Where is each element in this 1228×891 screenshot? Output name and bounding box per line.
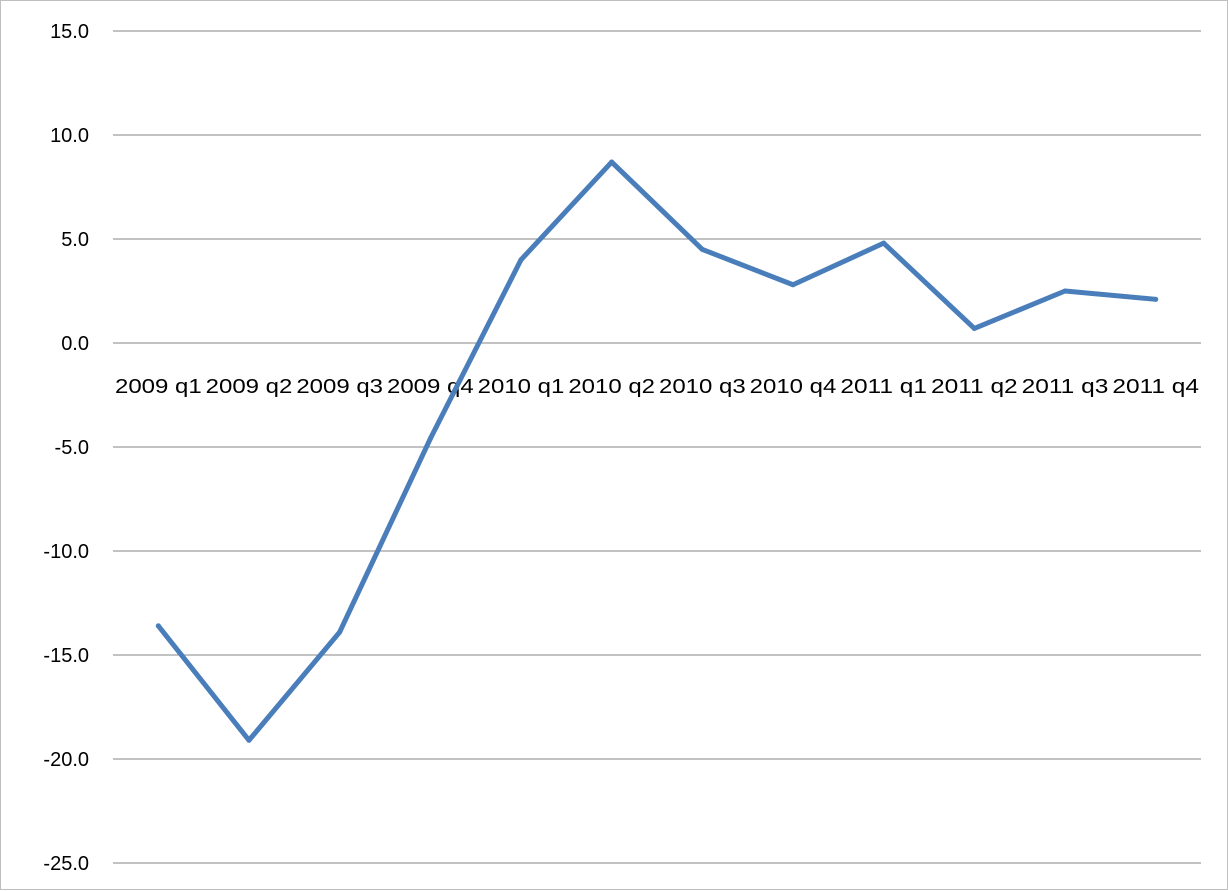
y-tick-label: 15.0 (50, 21, 89, 43)
data-point (1153, 296, 1159, 302)
y-tick-label: 10.0 (50, 125, 89, 147)
x-tick-label: 2010 q2 (568, 376, 655, 398)
series-lines (155, 159, 1159, 743)
x-tick-label: 2011 q3 (1022, 376, 1109, 398)
x-tick-label: 2009 q3 (296, 376, 383, 398)
y-tick-label: -25.0 (43, 853, 89, 875)
x-tick-label: 2010 q3 (659, 376, 746, 398)
gridlines (113, 30, 1201, 864)
data-point (790, 282, 796, 288)
y-tick-label: 5.0 (61, 229, 89, 251)
data-point (155, 623, 161, 629)
data-point (518, 257, 524, 263)
data-point (246, 737, 252, 743)
data-point (427, 436, 433, 442)
x-tick-label: 2011 q2 (931, 376, 1018, 398)
x-axis-tick-labels: 2009 q1 2009 q2 2009 q3 2009 q4 2010 q1 2010 … (115, 376, 1199, 398)
series-line (155, 159, 1159, 743)
x-tick-label: 2011 q4 (1112, 376, 1199, 398)
x-tick-label: 2010 q1 (478, 376, 565, 398)
x-tick-label: 2009 q1 (115, 376, 202, 398)
data-point (881, 240, 887, 246)
data-point (971, 325, 977, 331)
data-point (1062, 288, 1068, 294)
y-tick-label: -15.0 (43, 645, 89, 667)
y-tick-label: -20.0 (43, 749, 89, 771)
data-point (699, 246, 705, 252)
y-tick-label: -10.0 (43, 541, 89, 563)
x-tick-label: 2009 q2 (206, 376, 293, 398)
data-point (337, 629, 343, 635)
x-tick-label: 2011 q1 (840, 376, 927, 398)
y-tick-label: -5.0 (55, 437, 89, 459)
x-tick-label: 2010 q4 (750, 376, 837, 398)
data-point (609, 159, 615, 165)
y-axis-tick-labels: 15.0 10.0 5.0 0.0 -5.0 -10.0 -15.0 -20.0 -25.0 (43, 21, 89, 875)
y-tick-label: 0.0 (61, 333, 89, 355)
